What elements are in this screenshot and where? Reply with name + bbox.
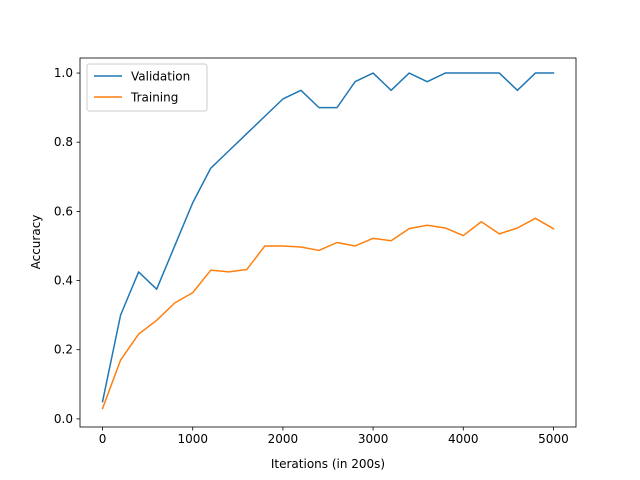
x-tick-label: 0 — [99, 432, 107, 446]
legend: Validation Training — [86, 63, 208, 112]
x-tick-label: 5000 — [538, 432, 569, 446]
y-tick-label: 0.2 — [54, 343, 73, 357]
y-axis-label: Accuracy — [29, 215, 43, 270]
y-tick-label: 0.8 — [54, 135, 73, 149]
y-tick-label: 0.0 — [54, 412, 73, 426]
legend-label-validation: Validation — [131, 70, 190, 84]
axes-layer: 0 1000 2000 3000 4000 5000 0.0 0.2 0.4 0.6 0.8 1.0 — [54, 57, 577, 446]
x-axis-label: Iterations (in 200s) — [271, 457, 385, 471]
legend-label-training: Training — [130, 91, 178, 105]
x-tick-label: 3000 — [358, 432, 389, 446]
plot-frame — [79, 57, 577, 428]
y-tick-label: 0.4 — [54, 274, 73, 288]
x-tick-label: 2000 — [268, 432, 299, 446]
y-tick-label: 1.0 — [54, 66, 73, 80]
series-layer — [101, 72, 555, 410]
series-line-training — [101, 217, 555, 410]
y-tick-label: 0.6 — [54, 204, 73, 218]
x-tick-label: 1000 — [177, 432, 208, 446]
series-line-validation — [101, 72, 555, 403]
x-tick-label: 4000 — [448, 432, 479, 446]
